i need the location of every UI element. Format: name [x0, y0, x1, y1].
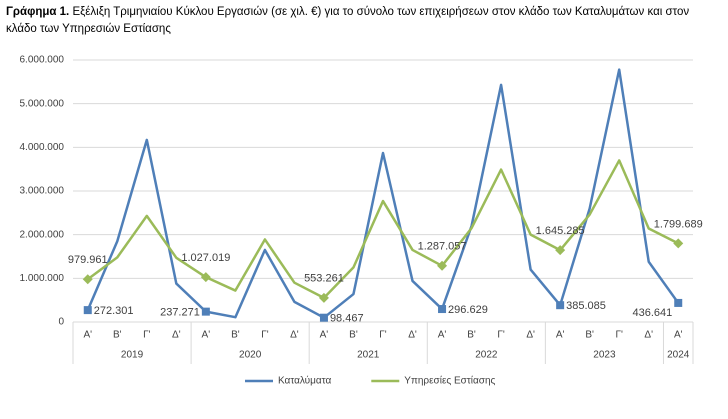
y-tick-label: 1.000.000	[20, 273, 65, 284]
data-label: 979.961	[68, 254, 108, 266]
x-tick-label: Α'	[674, 330, 683, 341]
x-tick-label: Δ'	[526, 330, 535, 341]
data-label: 1.027.019	[181, 252, 230, 264]
marker	[438, 305, 447, 314]
marker	[673, 238, 684, 249]
chart-title: Γράφημα 1. Εξέλιξη Τριμηνιαίου Κύκλου Ερ…	[6, 4, 718, 38]
y-tick-label: 4.000.000	[20, 142, 65, 153]
marker	[556, 301, 565, 310]
x-tick-label: Γ'	[379, 330, 387, 341]
group-label: 2022	[475, 350, 498, 361]
y-tick-label: 6.000.000	[20, 55, 65, 66]
legend-label: Καταλύματα	[278, 375, 332, 387]
data-label: 1.645.285	[536, 225, 585, 237]
x-tick-label: Α'	[320, 330, 329, 341]
x-tick-label: Δ'	[172, 330, 181, 341]
x-tick-label: Γ'	[261, 330, 269, 341]
series-line	[86, 68, 680, 319]
x-tick-label: Α'	[556, 330, 565, 341]
x-tick-label: Γ'	[497, 330, 505, 341]
y-tick-label: 5.000.000	[20, 98, 65, 109]
legend-label: Υπηρεσίες Εστίασης	[404, 375, 495, 387]
x-tick-label: Β'	[467, 330, 476, 341]
x-tick-label: Γ'	[143, 330, 151, 341]
x-tick-label: Α'	[83, 330, 92, 341]
data-label: 237.271	[160, 307, 200, 319]
title-label: Γράφημα 1.	[6, 6, 70, 18]
data-label: 1.287.057	[418, 241, 467, 253]
x-tick-label: Β'	[585, 330, 594, 341]
x-tick-label: Β'	[113, 330, 122, 341]
group-label: 2023	[593, 350, 616, 361]
data-label: 385.085	[566, 300, 606, 312]
x-tick-label: Α'	[202, 330, 211, 341]
marker	[82, 274, 93, 285]
group-label: 2021	[357, 350, 380, 361]
group-label: 2019	[121, 350, 144, 361]
title-text: Εξέλιξη Τριμηνιαίου Κύκλου Εργασιών (σε …	[6, 6, 690, 35]
data-label: 98.467	[330, 313, 364, 325]
marker	[200, 272, 211, 283]
marker	[318, 292, 329, 303]
x-tick-label: Δ'	[290, 330, 299, 341]
x-tick-label: Β'	[349, 330, 358, 341]
marker	[201, 307, 210, 316]
data-label: 553.261	[304, 273, 344, 285]
x-tick-label: Α'	[438, 330, 447, 341]
x-tick-label: Γ'	[615, 330, 623, 341]
y-tick-label: 2.000.000	[20, 229, 65, 240]
marker	[674, 298, 683, 307]
data-label: 436.641	[632, 307, 672, 319]
group-label: 2020	[239, 350, 262, 361]
y-tick-label: 3.000.000	[20, 186, 65, 197]
x-tick-label: Β'	[231, 330, 240, 341]
marker	[555, 245, 566, 256]
x-tick-label: Δ'	[644, 330, 653, 341]
x-tick-label: Δ'	[408, 330, 417, 341]
series-line	[87, 159, 679, 300]
data-label: 272.301	[94, 305, 134, 317]
y-tick-label: 0	[58, 317, 64, 328]
marker	[437, 260, 448, 271]
data-label: 296.629	[448, 304, 488, 316]
marker	[319, 313, 328, 322]
group-label: 2024	[667, 350, 690, 361]
data-label: 1.799.689	[654, 218, 703, 230]
marker	[83, 306, 92, 315]
